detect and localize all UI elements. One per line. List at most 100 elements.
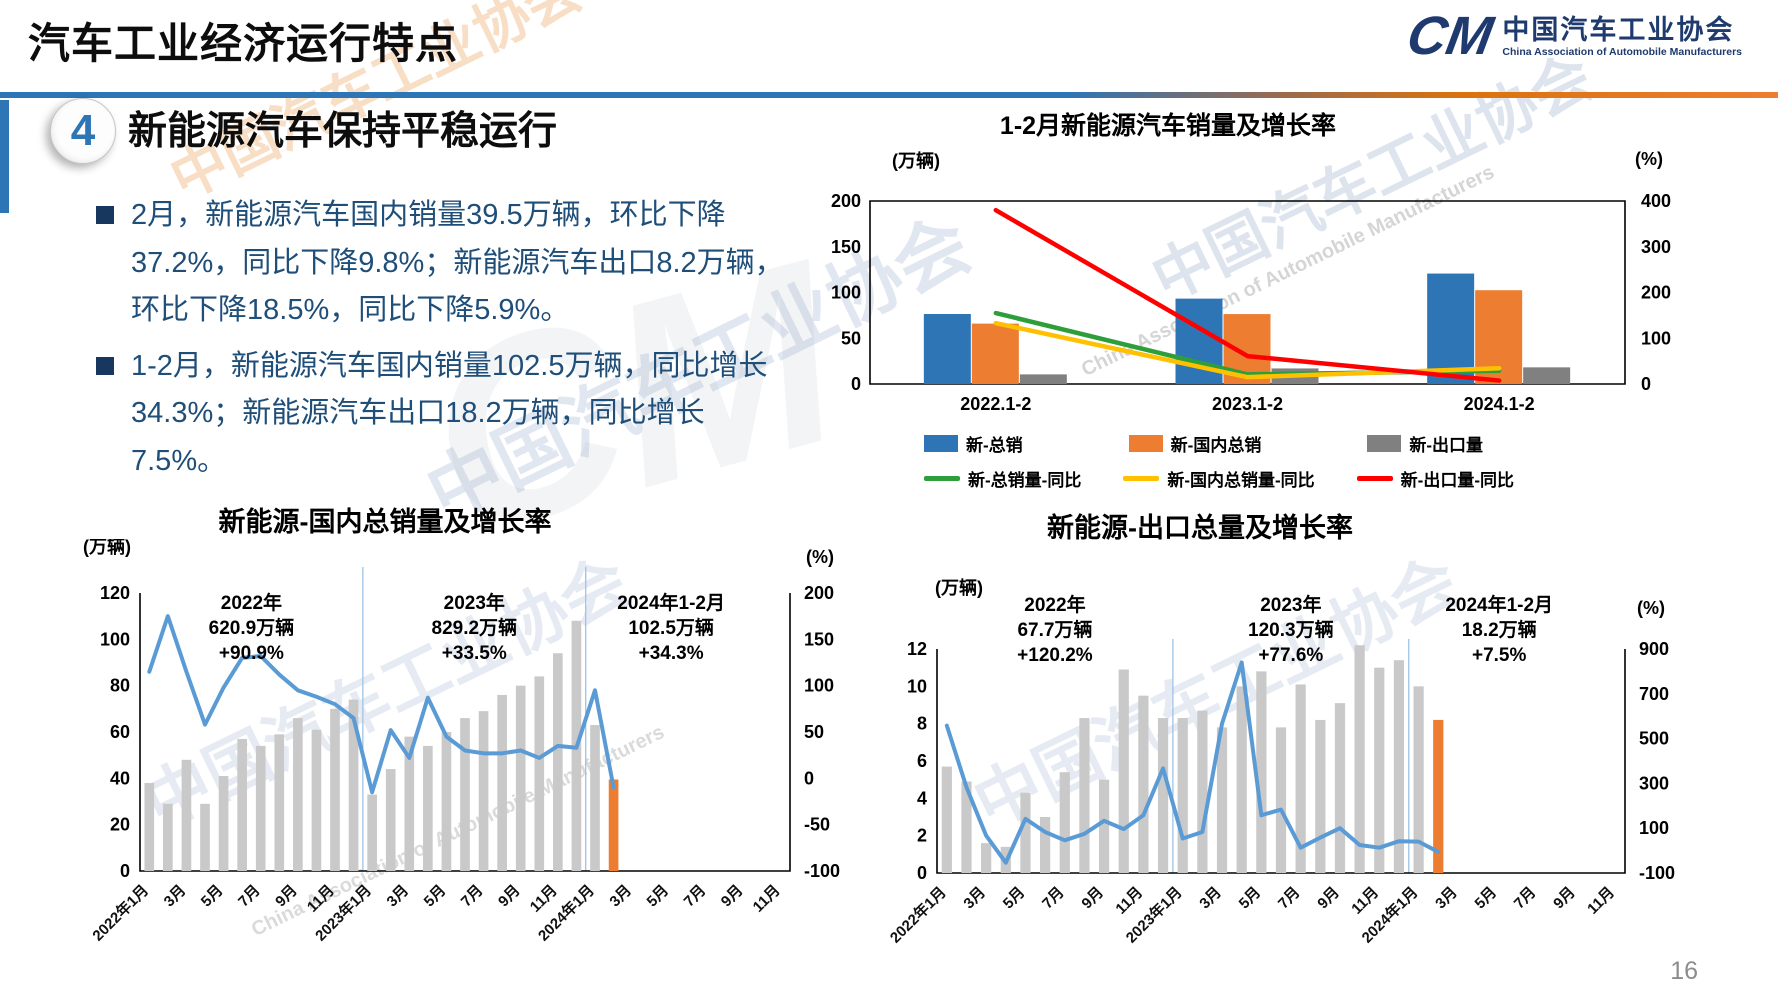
annotation: 2023年 [1260, 593, 1321, 616]
legend-swatch-blue [924, 435, 958, 452]
chart-text: 11月 [750, 882, 784, 916]
chart-text: 2023.1-2 [1212, 394, 1283, 414]
bar [1433, 719, 1444, 873]
annotation: 120.3万辆 [1248, 618, 1334, 641]
chart-text: 0 [851, 374, 861, 394]
chart-text: 5月 [198, 882, 227, 911]
bullet-square-icon [96, 356, 114, 375]
bar [218, 776, 229, 871]
chart-text: 7月 [1511, 884, 1540, 913]
chart-text: 11月 [1348, 884, 1382, 918]
chart-text: 8 [917, 714, 927, 734]
chart-text: 3月 [1432, 884, 1461, 913]
chart-text: 0 [804, 768, 814, 788]
chart-shape [869, 200, 1626, 385]
chart-text: 3月 [384, 882, 413, 911]
left-accent-bar [0, 100, 9, 213]
chart-text: 100 [804, 676, 834, 696]
bar [348, 699, 359, 871]
legend-item: 新-出口量 [1367, 431, 1483, 456]
chart-title: 新能源-国内总销量及增长率 [218, 507, 552, 537]
annotation: +90.9% [219, 643, 284, 664]
page-number: 16 [1670, 957, 1698, 985]
chart-text: 50 [841, 328, 861, 348]
header-divider [0, 92, 1778, 98]
bar [1393, 660, 1405, 873]
bar [237, 738, 247, 871]
chart-text: 12 [907, 639, 927, 659]
bullet-item: 1-2月，新能源汽车国内销量102.5万辆，同比增长34.3%；新能源汽车出口1… [96, 343, 796, 486]
bar [981, 843, 992, 873]
legend-swatch-gray [1367, 435, 1402, 452]
chart-text: 700 [1639, 684, 1669, 704]
chart-text: (%) [806, 547, 834, 567]
legend-label: 新-出口量 [1409, 436, 1484, 455]
legend-label: 新-出口量-同比 [1400, 471, 1514, 490]
bar [590, 725, 600, 871]
bullet-item: 2月，新能源汽车国内销量39.5万辆，环比下降37.2%，同比下降9.8%；新能… [96, 192, 796, 335]
bar [404, 736, 415, 871]
bar [144, 782, 155, 871]
page-title: 汽车工业经济运行特点 [28, 20, 459, 67]
legend-item: 新-国内总销 [1128, 431, 1261, 456]
bar [1295, 684, 1306, 873]
annotation: +34.3% [639, 643, 704, 664]
chart-text: 3月 [161, 882, 190, 911]
monthly-combo-chart: 0 20 40 60 80 100 120 -100 -50 0 50 100 150 200 (万辆) (%… [83, 536, 840, 945]
annotation: +7.5% [1472, 645, 1527, 666]
annotation: 2022年 [221, 591, 282, 614]
bar [923, 314, 971, 384]
chart-text: 2022.1-2 [960, 394, 1031, 414]
annotation: 2024年1-2月 [1445, 593, 1553, 616]
chart-text: 60 [110, 722, 130, 742]
bar [1275, 727, 1287, 873]
bar [534, 676, 545, 871]
section-heading: 新能源汽车保持平稳运行 [128, 110, 558, 153]
chart-text: 9月 [1550, 884, 1579, 913]
bar [1374, 667, 1385, 873]
monthly-combo-chart: 0 2 4 6 8 10 12 -100 100 300 500 700 900 (万辆) (%) 2022年… [886, 577, 1675, 947]
line-series [993, 207, 1502, 383]
bar [441, 732, 452, 871]
annotation: 2023年 [444, 591, 505, 614]
chart-text: 300 [1639, 773, 1669, 793]
chart-canvas: 0 20 40 60 80 100 120 -100 -50 0 50 100 150 200 (万辆) (%… [25, 536, 875, 1008]
legend-item: 新-总销量-同比 [924, 466, 1081, 491]
bar [1256, 671, 1267, 873]
chart-text: 5月 [1236, 884, 1265, 913]
bar [1197, 710, 1208, 873]
line-series [944, 660, 1441, 865]
annotation: 102.5万辆 [628, 616, 714, 639]
chart-text: (万辆) [935, 577, 983, 598]
legend-line-red [1356, 476, 1393, 481]
bar [497, 694, 507, 871]
chart-text: 0 [1641, 374, 1651, 394]
chart-text: 7月 [681, 882, 710, 911]
bar [423, 745, 433, 871]
chart-text: 9月 [1078, 884, 1107, 913]
chart-text: 11月 [304, 882, 338, 916]
bar [1523, 367, 1571, 384]
bar [1157, 718, 1169, 873]
bar [1354, 645, 1365, 873]
bar [608, 779, 619, 871]
bullet-text: 1-2月，新能源汽车国内销量102.5万辆，同比增长34.3%；新能源汽车出口1… [131, 349, 768, 477]
legend-item: 新-国内总销量-同比 [1123, 466, 1315, 491]
chart-text: 3月 [606, 882, 635, 911]
chart-title: 新能源-出口总量及增长率 [1047, 513, 1353, 543]
chart-text: 20 [110, 815, 130, 835]
legend-item: 新-出口量-同比 [1356, 466, 1514, 491]
bar [1079, 718, 1090, 873]
bar [274, 734, 285, 871]
chart-text: 11月 [527, 882, 561, 916]
chart-text: 7月 [458, 882, 487, 911]
annotation: +120.2% [1017, 645, 1093, 666]
bar [971, 323, 1019, 384]
chart-text: (万辆) [892, 150, 940, 171]
legend-line-yellow [1123, 476, 1160, 481]
bullet-square-icon [96, 206, 114, 224]
chart-text: -100 [1639, 863, 1675, 883]
chart-text: 9月 [718, 882, 747, 911]
annotation: 2022年 [1024, 593, 1085, 616]
bar [1020, 792, 1031, 873]
